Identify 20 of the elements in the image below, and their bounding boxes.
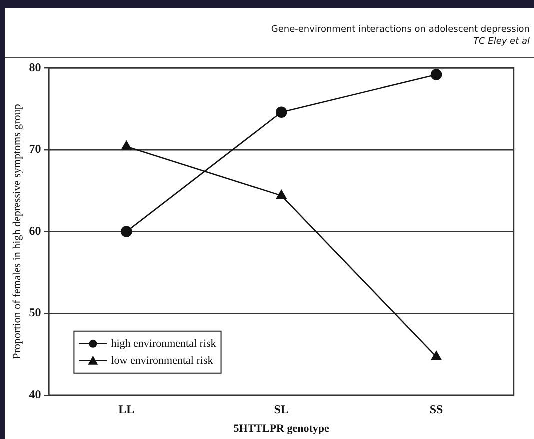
y-tick-label: 80	[29, 60, 42, 74]
y-axis-title: Proportion of females in high depressive symptoms group	[11, 104, 24, 360]
point	[122, 141, 132, 150]
x-axis-title: 5HTTLPR genotype	[234, 423, 330, 436]
x-tick-label: SL	[274, 402, 289, 417]
point	[432, 351, 442, 360]
y-tick-label: 60	[29, 224, 42, 238]
y-tick-label: 50	[29, 306, 42, 320]
chart-title: Gene-environment interactions on adolescent depression	[270, 24, 530, 36]
point	[430, 69, 442, 80]
chart-subtitle: TC Eley et al	[472, 36, 530, 48]
legend-label: high environmental risk	[111, 338, 217, 350]
point	[121, 226, 132, 238]
y-tick-label: 40	[29, 387, 42, 402]
x-tick-label: LL	[118, 402, 135, 417]
legend-label: low environmental risk	[111, 354, 214, 367]
x-tick-label: SS	[430, 402, 444, 417]
y-tick-label: 70	[29, 142, 42, 156]
point	[276, 106, 288, 118]
point	[276, 190, 287, 199]
